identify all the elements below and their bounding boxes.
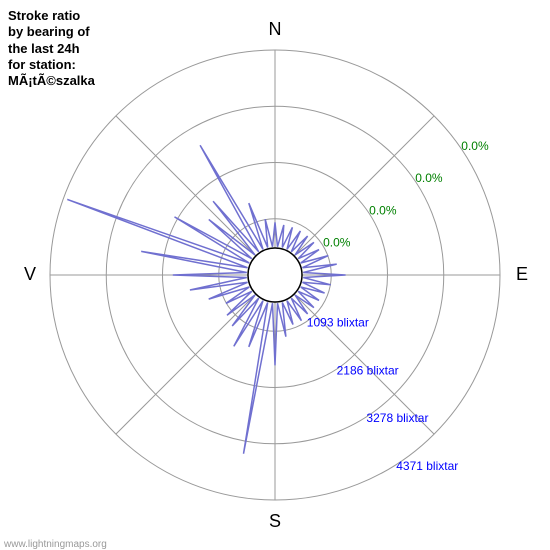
cardinal-label: E: [516, 264, 528, 284]
cardinal-label: N: [269, 19, 282, 39]
pct-label: 0.0%: [461, 139, 489, 153]
cardinal-label: S: [269, 511, 281, 531]
center-circle: [248, 248, 302, 302]
pct-label: 0.0%: [415, 171, 443, 185]
grid-spoke: [116, 116, 256, 256]
pct-label: 0.0%: [369, 203, 397, 217]
grid-spoke: [116, 294, 256, 434]
count-label: 3278 blixtar: [366, 411, 428, 425]
polar-chart: N E S V 0.0% 0.0% 0.0% 0.0% 1093 blixtar 2186 b…: [0, 0, 550, 550]
count-label: 2186 blixtar: [337, 363, 399, 377]
count-label: 1093 blixtar: [307, 316, 369, 330]
rose-outline: [67, 145, 345, 453]
cardinal-label: V: [24, 264, 36, 284]
grid-spoke: [294, 116, 434, 256]
pct-label: 0.0%: [323, 236, 351, 250]
count-label: 4371 blixtar: [396, 459, 458, 473]
